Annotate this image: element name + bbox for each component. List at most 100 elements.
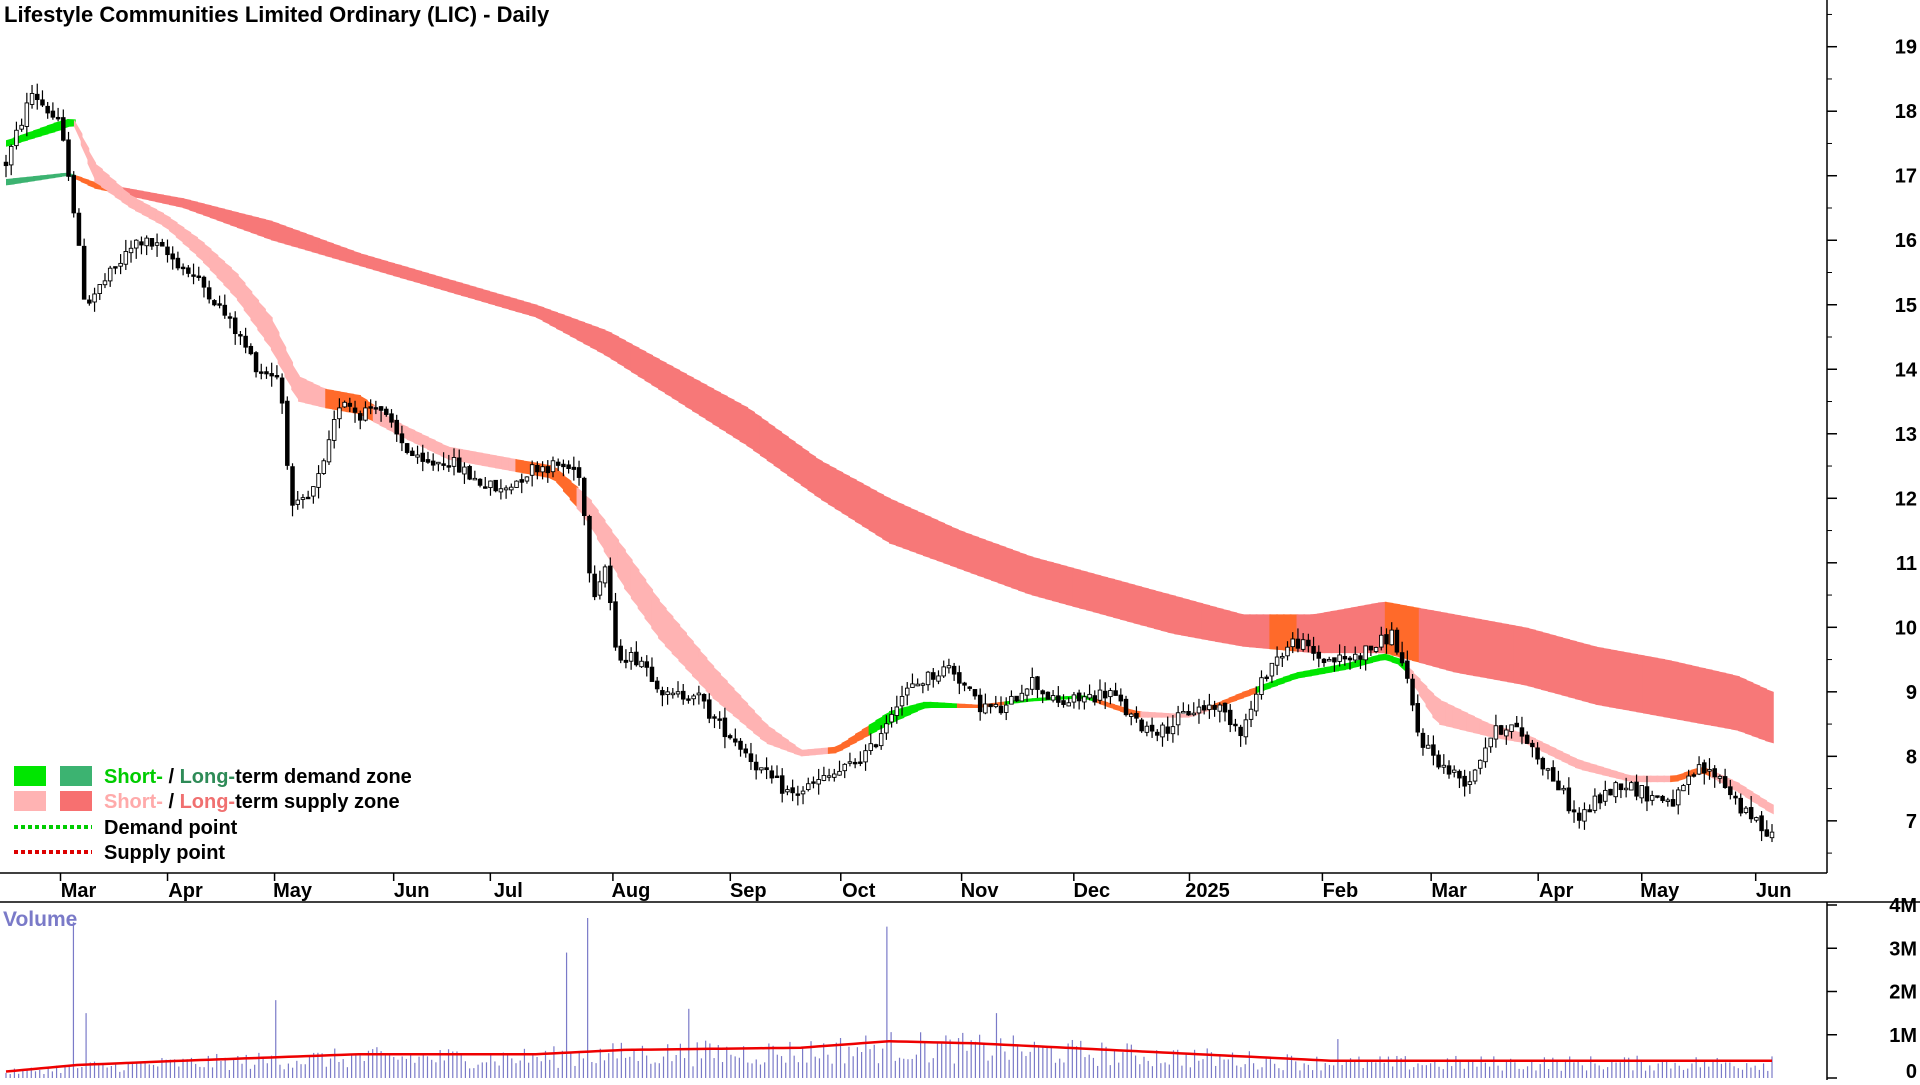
candle-body [623, 659, 629, 663]
candle-body [425, 459, 431, 463]
short-zone-slice [1765, 800, 1774, 815]
long-zone-slice [53, 173, 63, 178]
candle-body [1363, 645, 1368, 661]
long-zone-slice [1452, 614, 1462, 674]
short-zone-slice [1276, 676, 1285, 686]
candle-body [420, 452, 426, 462]
short-zone-slice [141, 201, 151, 219]
long-zone-slice [501, 294, 511, 310]
long-zone-slice [855, 479, 864, 527]
candle-body [29, 93, 35, 105]
candle-body [1165, 726, 1170, 734]
long-zone-slice [1751, 682, 1761, 739]
candle-body [1139, 719, 1144, 732]
long-zone-slice [304, 233, 314, 253]
candle-body [378, 406, 384, 411]
candle-body [842, 763, 847, 772]
long-zone-slice [1174, 595, 1183, 636]
candle-body [45, 105, 50, 114]
long-zone-slice [950, 526, 959, 569]
short-zone-slice [128, 193, 137, 211]
long-zone-slice [1031, 556, 1041, 598]
long-zone-slice [1724, 672, 1734, 730]
long-zone-slice [1058, 564, 1068, 605]
short-zone-slice [284, 347, 294, 390]
short-zone-slice [1588, 762, 1598, 774]
short-zone-slice [1554, 748, 1564, 762]
candle-body [191, 274, 196, 277]
long-zone-slice [386, 261, 395, 276]
candle-body [493, 479, 498, 492]
candle-body [149, 238, 155, 247]
candle-body [1227, 709, 1233, 726]
long-zone-slice [834, 468, 844, 514]
long-zone-slice [841, 472, 851, 518]
short-zone-slice [230, 267, 239, 301]
candle-body [1295, 638, 1301, 649]
long-zone-slice [1493, 621, 1503, 681]
candle-body [1003, 704, 1009, 713]
short-zone-slice [1153, 712, 1163, 718]
candle-body [1545, 768, 1551, 771]
legend-label: Demand point [104, 817, 238, 839]
short-zone-slice [1228, 694, 1238, 704]
candle-body [1201, 705, 1207, 711]
long-zone-slice [692, 377, 701, 416]
candle-body [951, 665, 957, 675]
candle-body [1717, 775, 1723, 779]
candle-body [19, 124, 24, 130]
candle-body [311, 486, 316, 497]
long-zone-slice [943, 523, 952, 566]
long-zone-slice [1412, 606, 1421, 663]
short-zone-slice [236, 274, 246, 311]
short-zone-slice [1629, 775, 1638, 783]
long-zone-slice [1534, 629, 1543, 690]
short-zone-slice [1296, 670, 1306, 679]
candle-body [868, 743, 874, 751]
short-zone-slice [1371, 654, 1380, 663]
candle-body [1399, 652, 1405, 664]
long-zone-slice [277, 223, 287, 245]
candle-body [722, 717, 728, 738]
candle-body [988, 703, 993, 708]
candle-body [701, 694, 707, 702]
candle-body [941, 666, 946, 677]
short-zone-slice [304, 379, 314, 405]
candle-body [1186, 710, 1191, 716]
candle-body [899, 695, 905, 707]
candle-body [1556, 780, 1561, 791]
candle-body [1040, 690, 1045, 695]
candle-body [884, 723, 889, 734]
candle-body [566, 464, 571, 469]
price-y-ticks: 7 8 9 10 11 12 13 14 15 16 17 18 19 [1827, 13, 1918, 854]
candle-body [498, 488, 504, 493]
long-zone-slice [1405, 605, 1414, 661]
y-tick-label: 19 [1895, 37, 1917, 59]
long-zone-slice [1228, 610, 1238, 646]
candle-body [972, 689, 978, 697]
candle-body [1285, 646, 1290, 657]
long-zone-slice [1201, 603, 1211, 641]
short-zone-slice [26, 130, 35, 141]
candle-body [1472, 769, 1478, 782]
short-zone-slice [773, 730, 783, 749]
short-zone-slice [624, 549, 633, 599]
long-zone-slice [1554, 635, 1564, 696]
candle-body [889, 713, 894, 723]
long-zone-slice [216, 206, 226, 223]
long-zone-slice [1045, 560, 1054, 602]
candle-body [1102, 690, 1108, 699]
candle-body [285, 400, 290, 466]
long-zone-slice [807, 451, 817, 496]
candle-body [920, 683, 926, 686]
candle-body [1280, 655, 1285, 659]
long-zone-slice [624, 340, 633, 372]
candle-body [118, 262, 123, 267]
x-tick-label: 2025 [1185, 880, 1230, 902]
short-zone-slice [902, 705, 912, 718]
candle-body [1269, 662, 1275, 677]
candle-body [451, 457, 457, 467]
candle-body [1608, 788, 1613, 796]
long-zone-slice [1473, 617, 1482, 678]
candle-body [1582, 809, 1587, 822]
